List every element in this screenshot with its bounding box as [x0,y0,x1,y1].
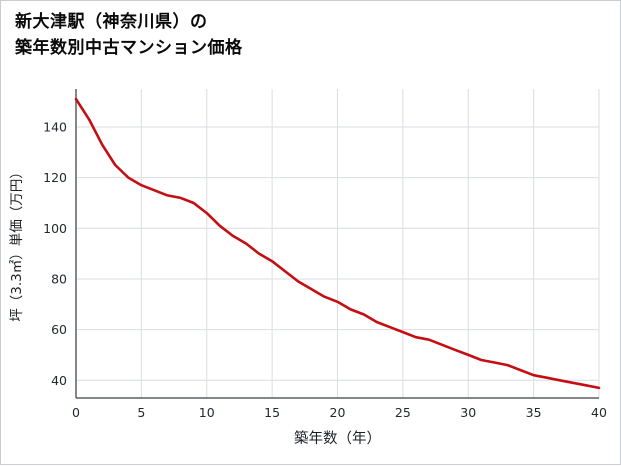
x-tick-label: 20 [330,405,346,420]
chart-title-line1: 新大津駅（神奈川県）の [15,12,208,32]
x-tick-label: 35 [526,405,542,420]
x-tick-label: 25 [395,405,411,420]
y-tick-label: 80 [51,271,67,286]
y-tick-label: 120 [43,170,67,185]
y-tick-label: 40 [51,373,67,388]
y-axis-label: 坪（3.3㎡）単価（万円） [9,165,25,321]
price-series-line [74,97,601,390]
chart-title-line2: 築年数別中古マンション価格 [15,37,243,58]
x-tick-label: 0 [72,405,80,420]
x-tick-label: 30 [460,405,476,420]
x-tick-label: 40 [591,405,607,420]
y-tick-label: 140 [43,119,67,134]
y-tick-label: 60 [51,322,67,337]
x-axis-label: 築年数（年） [294,429,381,447]
x-tick-label: 10 [199,405,215,420]
chart-title: 新大津駅（神奈川県）の 築年数別中古マンション価格 [15,10,243,61]
x-tick-label: 5 [137,405,145,420]
y-tick-label: 100 [43,221,67,236]
x-tick-label: 15 [264,405,280,420]
